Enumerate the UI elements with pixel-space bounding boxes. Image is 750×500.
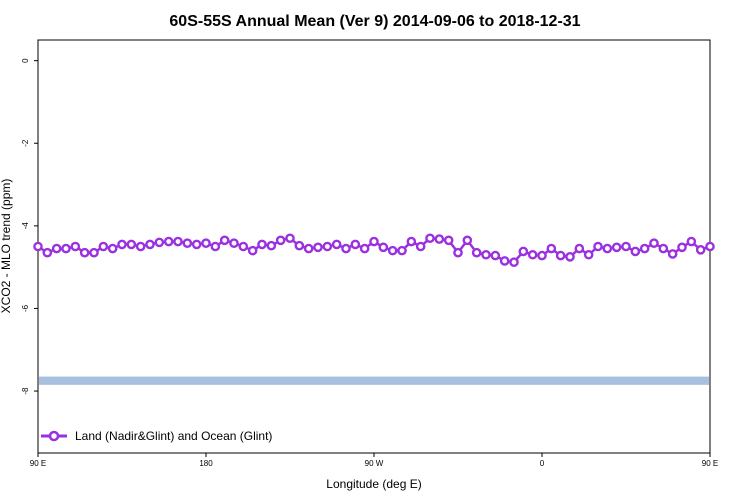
data-point [406,236,417,247]
x-axis: 90 E 180 90 W 0 90 E [30,453,718,468]
data-point [182,238,193,248]
data-point [369,236,379,247]
data-point [303,243,314,254]
y-axis: 0 -2 -4 -6 -8 [21,58,38,395]
data-point [98,241,109,252]
data-point [686,236,697,247]
data-point [397,245,407,256]
data-point [79,247,90,258]
legend-label: Land (Nadir&Glint) and Ocean (Glint) [75,429,272,443]
data-point [481,249,491,260]
data-point [322,241,333,252]
data-point [33,241,43,252]
data-point [341,243,351,254]
data-point [490,250,501,261]
x-tick-label: 90 E [30,459,46,468]
data-point [331,239,342,250]
data-point [649,238,659,248]
data-point [359,243,370,254]
data-point [387,245,398,256]
data-point [89,247,99,258]
y-axis-label: XCO2 - MLO trend (ppm) [0,179,13,314]
data-point [126,239,137,250]
x-tick-label: 180 [199,459,213,468]
data-point [546,243,557,254]
data-point [602,243,613,254]
data-point [210,241,221,252]
data-point [565,252,575,262]
x-tick-label: 90 W [365,459,384,468]
data-point [163,236,174,247]
x-axis-label: Longitude (deg E) [326,477,421,491]
data-point [443,235,454,246]
data-point [350,239,361,250]
data-point [61,243,71,254]
data-point [378,242,389,253]
data-point [462,235,473,246]
data-point [555,250,566,261]
data-point [313,242,323,253]
reference-band [39,376,709,385]
data-point [527,249,538,260]
data-point [294,240,305,251]
chart-title: 60S-55S Annual Mean (Ver 9) 2014-09-06 t… [169,13,580,30]
data-point [574,243,585,254]
data-point [51,243,62,254]
series-layer [33,233,715,267]
y-tick-label: -4 [21,222,30,230]
data-point [509,257,519,267]
data-point [593,241,603,252]
data-point [145,239,155,250]
y-tick-label: 0 [21,58,30,63]
data-point [658,243,669,254]
data-point [42,247,53,258]
data-point [677,242,687,253]
data-point [275,235,286,246]
y-tick-label: -8 [21,387,30,395]
data-point [425,233,435,244]
legend: Land (Nadir&Glint) and Ocean (Glint) [41,429,272,443]
data-point [639,243,650,254]
data-point [201,238,211,248]
data-point [453,247,463,258]
data-point [630,246,641,257]
data-point [117,239,127,250]
y-tick-label: -6 [21,304,30,312]
data-point [257,239,267,250]
data-point [154,237,165,248]
data-point [247,245,258,256]
data-point [285,233,295,244]
data-point [695,245,706,255]
data-point [266,240,277,251]
y-tick-label: -2 [21,139,30,147]
data-point [191,239,202,250]
data-point [238,241,249,252]
x-tick-label: 0 [540,459,545,468]
data-point [667,249,678,259]
data-point [471,247,482,258]
data-point [229,238,239,248]
data-point [135,241,146,252]
data-point [518,246,529,257]
legend-marker [48,430,60,442]
data-point [173,236,183,247]
data-point [583,249,594,260]
data-point [434,234,445,244]
band-rect [39,376,709,385]
data-point [415,241,426,252]
data-point [621,241,631,252]
data-point [107,243,118,254]
x-tick-label: 90 E [702,459,718,468]
data-point [611,242,622,253]
data-point [537,250,547,261]
data-point [70,241,81,252]
data-point [219,235,230,246]
data-point [705,241,715,252]
data-point [499,256,510,266]
